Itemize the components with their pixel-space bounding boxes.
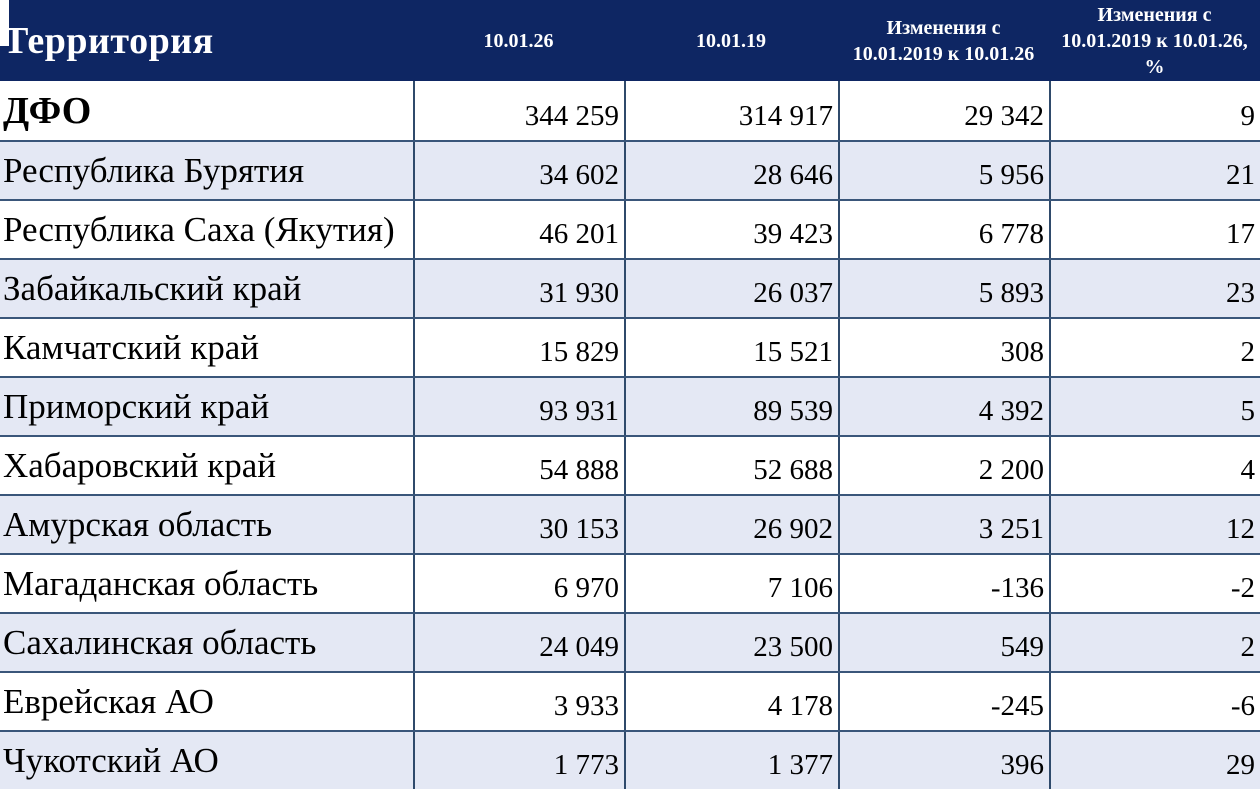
value-previous-cell: 26 902 <box>624 496 838 553</box>
column-header-date-previous: 10.01.19 <box>696 29 766 52</box>
change-percent-cell: 4 <box>1049 437 1260 494</box>
column-header-territory: Территория <box>3 19 214 62</box>
value-previous-cell: 89 539 <box>624 378 838 435</box>
value-previous-cell: 4 178 <box>624 673 838 730</box>
change-cell: 2 200 <box>838 437 1049 494</box>
change-cell: 3 251 <box>838 496 1049 553</box>
territory-cell: Забайкальский край <box>3 268 302 308</box>
column-header-change-percent: Изменения с 10.01.2019 к 10.01.26, % <box>1061 3 1248 78</box>
territory-cell: Камчатский край <box>3 327 260 367</box>
value-current-cell: 93 931 <box>413 378 624 435</box>
value-current-cell: 46 201 <box>413 201 624 258</box>
change-cell: 6 778 <box>838 201 1049 258</box>
table-row: Республика Саха (Якутия) 46 201 39 423 6… <box>0 199 1260 258</box>
change-percent-cell: 21 <box>1049 142 1260 199</box>
change-percent-cell: 5 <box>1049 378 1260 435</box>
table-row: Республика Бурятия 34 602 28 646 5 956 2… <box>0 140 1260 199</box>
value-current-cell: 6 970 <box>413 555 624 612</box>
change-cell: 4 392 <box>838 378 1049 435</box>
territory-cell: Приморский край <box>3 386 270 426</box>
territory-cell: Чукотский АО <box>3 740 219 780</box>
territory-cell: Еврейская АО <box>3 681 214 721</box>
change-percent-cell: 23 <box>1049 260 1260 317</box>
territory-cell: Амурская область <box>3 504 273 544</box>
change-cell: 308 <box>838 319 1049 376</box>
value-current-cell: 1 773 <box>413 732 624 789</box>
table-row: Хабаровский край 54 888 52 688 2 200 4 <box>0 435 1260 494</box>
table-row: Камчатский край 15 829 15 521 308 2 <box>0 317 1260 376</box>
value-previous-cell: 26 037 <box>624 260 838 317</box>
table-body: ДФО 344 259 314 917 29 342 9 Республика … <box>0 81 1260 789</box>
table-header-row: Территория 10.01.26 10.01.19 Изменения с… <box>0 0 1260 81</box>
territory-cell: Сахалинская область <box>3 622 317 662</box>
value-current-cell: 30 153 <box>413 496 624 553</box>
change-cell: 396 <box>838 732 1049 789</box>
change-cell: 549 <box>838 614 1049 671</box>
change-percent-cell: 2 <box>1049 614 1260 671</box>
table-row: Сахалинская область 24 049 23 500 549 2 <box>0 612 1260 671</box>
column-header-change-absolute: Изменения с 10.01.2019 к 10.01.26 <box>852 16 1035 65</box>
value-current-cell: 31 930 <box>413 260 624 317</box>
change-percent-cell: -2 <box>1049 555 1260 612</box>
value-previous-cell: 52 688 <box>624 437 838 494</box>
value-current-cell: 34 602 <box>413 142 624 199</box>
change-percent-cell: -6 <box>1049 673 1260 730</box>
change-percent-cell: 2 <box>1049 319 1260 376</box>
top-left-notch <box>0 0 9 46</box>
territory-cell: ДФО <box>3 89 92 132</box>
change-cell: -245 <box>838 673 1049 730</box>
table-row: Еврейская АО 3 933 4 178 -245 -6 <box>0 671 1260 730</box>
table-row: Чукотский АО 1 773 1 377 396 29 <box>0 730 1260 789</box>
value-previous-cell: 15 521 <box>624 319 838 376</box>
territory-cell: Хабаровский край <box>3 445 276 485</box>
value-previous-cell: 314 917 <box>624 81 838 140</box>
change-percent-cell: 12 <box>1049 496 1260 553</box>
value-current-cell: 3 933 <box>413 673 624 730</box>
territory-cell: Магаданская область <box>3 563 319 603</box>
value-previous-cell: 7 106 <box>624 555 838 612</box>
table-row: Амурская область 30 153 26 902 3 251 12 <box>0 494 1260 553</box>
table-row: ДФО 344 259 314 917 29 342 9 <box>0 81 1260 140</box>
value-current-cell: 15 829 <box>413 319 624 376</box>
value-previous-cell: 39 423 <box>624 201 838 258</box>
change-percent-cell: 29 <box>1049 732 1260 789</box>
table-row: Магаданская область 6 970 7 106 -136 -2 <box>0 553 1260 612</box>
value-current-cell: 24 049 <box>413 614 624 671</box>
change-percent-cell: 9 <box>1049 81 1260 140</box>
value-previous-cell: 1 377 <box>624 732 838 789</box>
table-row: Забайкальский край 31 930 26 037 5 893 2… <box>0 258 1260 317</box>
value-current-cell: 54 888 <box>413 437 624 494</box>
territory-cell: Республика Саха (Якутия) <box>3 209 395 249</box>
change-percent-cell: 17 <box>1049 201 1260 258</box>
change-cell: 5 893 <box>838 260 1049 317</box>
change-cell: 5 956 <box>838 142 1049 199</box>
column-header-date-current: 10.01.26 <box>483 29 554 52</box>
value-previous-cell: 28 646 <box>624 142 838 199</box>
change-cell: -136 <box>838 555 1049 612</box>
change-cell: 29 342 <box>838 81 1049 140</box>
territory-cell: Республика Бурятия <box>3 150 305 190</box>
value-current-cell: 344 259 <box>413 81 624 140</box>
table-row: Приморский край 93 931 89 539 4 392 5 <box>0 376 1260 435</box>
value-previous-cell: 23 500 <box>624 614 838 671</box>
